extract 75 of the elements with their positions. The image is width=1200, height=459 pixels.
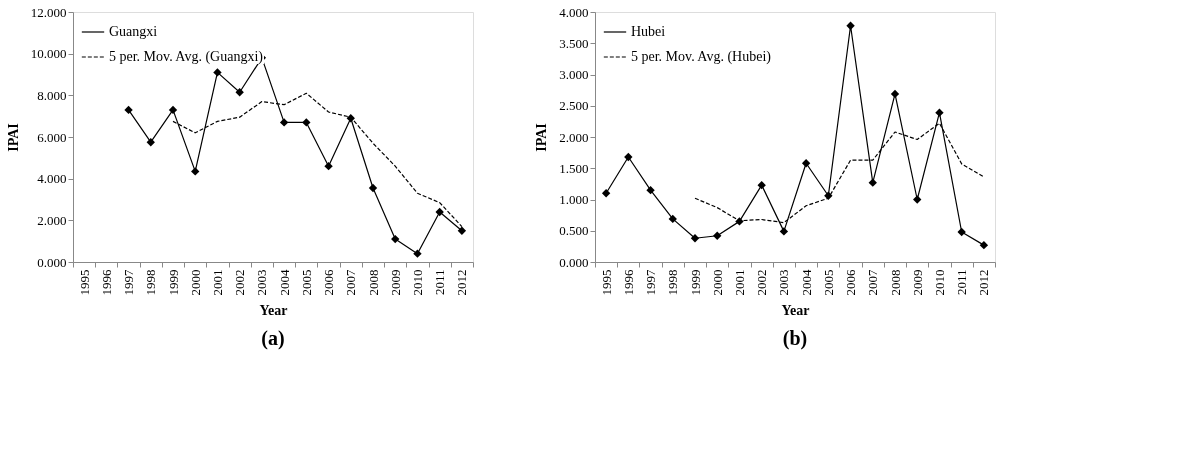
point bbox=[391, 234, 400, 244]
x-tick-label: 1999 bbox=[165, 269, 181, 296]
x-tick-label: 2005 bbox=[820, 269, 836, 296]
text: (b) bbox=[782, 327, 808, 350]
y-tick-label: 0.000 bbox=[559, 254, 589, 270]
x-tick-label: 1996 bbox=[620, 269, 636, 296]
x-tick-label: 1995 bbox=[76, 269, 92, 296]
point bbox=[191, 167, 200, 176]
x-tick-label: 2006 bbox=[321, 269, 337, 296]
y-tick-label: 1.500 bbox=[559, 160, 589, 176]
x-tick-label: 2004 bbox=[798, 269, 814, 296]
x-tick-label: 2008 bbox=[365, 269, 381, 296]
legend-label: 5 per. Mov. Avg. (Guangxi) bbox=[109, 49, 264, 65]
y-axis-title: IPAI bbox=[5, 123, 21, 152]
point bbox=[279, 118, 289, 127]
y-tick-label: 6.000 bbox=[37, 129, 67, 145]
y-tick-label: 4.000 bbox=[559, 4, 589, 20]
y-axis-title: IPAI bbox=[534, 123, 550, 152]
legend-label: Guangxi bbox=[109, 24, 158, 39]
x-tick-label: 2011 bbox=[954, 269, 970, 296]
point bbox=[457, 226, 467, 235]
x-tick-label: 1996 bbox=[98, 269, 114, 296]
y-tick-label: 2.500 bbox=[559, 98, 589, 114]
x-tick-label: 2007 bbox=[865, 269, 881, 296]
point bbox=[146, 138, 155, 147]
x-tick-label: 1997 bbox=[643, 269, 659, 296]
point bbox=[302, 118, 311, 127]
y-tick-label: 3.500 bbox=[559, 35, 589, 51]
x-tick-label: 2001 bbox=[731, 269, 747, 296]
x-tick-label: 2006 bbox=[843, 269, 859, 296]
x-tick-label: 2012 bbox=[976, 269, 992, 296]
point bbox=[324, 161, 333, 171]
y-tick-label: 12.000 bbox=[30, 4, 67, 20]
x-tick-label: 2009 bbox=[909, 269, 925, 296]
point bbox=[368, 183, 378, 193]
point bbox=[168, 105, 178, 115]
x-tick-label: 1997 bbox=[121, 269, 137, 296]
x-tick-label: 2000 bbox=[187, 269, 203, 296]
x-tick-label: 2012 bbox=[454, 269, 470, 296]
x-tick-label: 2009 bbox=[387, 269, 403, 296]
x-tick-label: 1999 bbox=[687, 269, 703, 296]
y-tick-label: 2.000 bbox=[559, 129, 589, 145]
y-tick-label: 1.000 bbox=[559, 192, 589, 207]
x-tick-label: 2003 bbox=[776, 269, 792, 296]
y-tick-label: 3.000 bbox=[559, 67, 589, 82]
x-tick-label: 1998 bbox=[143, 269, 159, 296]
x-tick-label: 2007 bbox=[343, 269, 359, 296]
point bbox=[413, 249, 422, 258]
point bbox=[235, 88, 244, 97]
x-tick-label: 1998 bbox=[665, 269, 681, 296]
y-tick-label: 8.000 bbox=[37, 87, 67, 103]
x-tick-label: 2011 bbox=[432, 269, 448, 296]
x-tick-label: 2004 bbox=[276, 269, 292, 296]
x-tick-label: 2010 bbox=[931, 269, 947, 296]
x-axis-title: Year bbox=[259, 302, 288, 318]
point bbox=[346, 114, 355, 123]
y-tick-label: 4.000 bbox=[37, 171, 67, 187]
x-tick-label: 2002 bbox=[232, 269, 248, 296]
x-axis-title: Year bbox=[781, 302, 810, 318]
x-tick-label: 2008 bbox=[887, 269, 903, 296]
x-tick-label: 2001 bbox=[209, 269, 225, 296]
y-tick-label: 10.000 bbox=[30, 46, 67, 62]
x-tick-label: 2003 bbox=[254, 269, 270, 296]
y-tick-label: 2.000 bbox=[37, 212, 67, 228]
x-tick-label: 2002 bbox=[754, 269, 770, 296]
y-tick-label: 0.500 bbox=[559, 223, 589, 239]
point bbox=[124, 105, 133, 115]
x-tick-label: 2005 bbox=[298, 269, 314, 296]
x-tick-label: 2010 bbox=[409, 269, 425, 296]
x-tick-label: 2000 bbox=[709, 269, 725, 296]
y-tick-label: 0.000 bbox=[37, 254, 67, 270]
text: (a) bbox=[261, 327, 285, 350]
point bbox=[435, 207, 444, 217]
point bbox=[213, 68, 222, 77]
x-tick-label: 1995 bbox=[598, 269, 614, 296]
